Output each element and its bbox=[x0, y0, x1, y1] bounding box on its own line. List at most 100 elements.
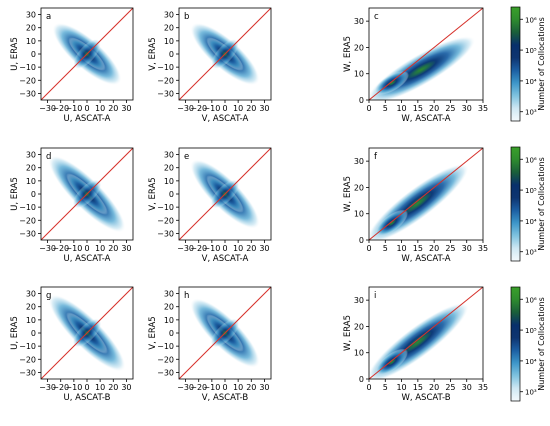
colorbar-label: Number of Collocations bbox=[537, 157, 546, 251]
x-tick-label: −10 bbox=[65, 104, 82, 113]
panel-letter: i bbox=[374, 291, 376, 301]
x-tick-label: 15 bbox=[413, 104, 423, 113]
y-tick-label: 30 bbox=[26, 151, 36, 160]
x-tick-label: 15 bbox=[413, 244, 423, 253]
density-cloud bbox=[179, 287, 271, 379]
identity-line bbox=[369, 287, 483, 379]
x-tick-label: 30 bbox=[462, 383, 472, 392]
axes-frame bbox=[368, 147, 484, 241]
x-tick-label: 0 bbox=[84, 104, 89, 113]
x-axis-label: V, ASCAT-A bbox=[202, 114, 249, 124]
y-tick-label: 10 bbox=[26, 37, 36, 46]
x-tick-label: 10 bbox=[233, 244, 243, 253]
x-tick-label: 10 bbox=[95, 104, 105, 113]
y-tick-label: 20 bbox=[164, 24, 174, 33]
x-tick-label: −20 bbox=[190, 244, 207, 253]
x-axis-label: U, ASCAT-A bbox=[63, 254, 110, 264]
x-tick-label: 30 bbox=[462, 104, 472, 113]
x-tick-label: 25 bbox=[445, 383, 455, 392]
x-tick-label: 20 bbox=[108, 244, 118, 253]
density-cloud bbox=[41, 148, 133, 240]
y-axis-label: W, ERA5 bbox=[343, 176, 353, 212]
y-tick-label: −30 bbox=[19, 89, 36, 98]
y-tick-label: −20 bbox=[19, 76, 36, 85]
x-tick-label: 35 bbox=[478, 104, 488, 113]
y-tick-label: 20 bbox=[354, 183, 364, 192]
y-tick-label: −10 bbox=[19, 63, 36, 72]
x-tick-label: 0 bbox=[84, 244, 89, 253]
y-tick-label: 10 bbox=[354, 210, 364, 219]
x-tick-label: −10 bbox=[65, 244, 82, 253]
x-tick-label: 10 bbox=[396, 383, 406, 392]
y-tick-label: −10 bbox=[19, 203, 36, 212]
x-tick-label: 5 bbox=[383, 104, 388, 113]
x-tick-label: 35 bbox=[478, 244, 488, 253]
x-tick-label: 0 bbox=[84, 383, 89, 392]
y-tick-label: 10 bbox=[164, 316, 174, 325]
y-tick-label: 20 bbox=[354, 43, 364, 52]
density-cloud bbox=[41, 8, 133, 100]
y-tick-label: 30 bbox=[164, 11, 174, 20]
x-tick-label: 30 bbox=[121, 104, 131, 113]
y-tick-label: 0 bbox=[31, 190, 36, 199]
y-axis-label: U, ERA5 bbox=[10, 177, 20, 211]
x-tick-label: 5 bbox=[383, 383, 388, 392]
x-axis-label: W, ASCAT-A bbox=[401, 254, 450, 264]
x-tick-label: −10 bbox=[65, 383, 82, 392]
x-tick-label: 20 bbox=[246, 104, 256, 113]
colorbar-gradient bbox=[510, 146, 521, 262]
x-tick-label: −20 bbox=[52, 383, 69, 392]
x-tick-label: −30 bbox=[177, 244, 194, 253]
density-cloud bbox=[369, 287, 483, 379]
colorbar-tick-label: 10³ bbox=[525, 109, 537, 117]
y-tick-label: −20 bbox=[19, 216, 36, 225]
x-tick-label: 20 bbox=[246, 383, 256, 392]
y-tick-label: −30 bbox=[19, 368, 36, 377]
x-axis-label: U, ASCAT-A bbox=[63, 114, 110, 124]
x-tick-label: −20 bbox=[52, 104, 69, 113]
y-tick-label: 0 bbox=[359, 236, 364, 245]
x-tick-label: 20 bbox=[429, 104, 439, 113]
x-tick-label: 10 bbox=[396, 244, 406, 253]
x-tick-label: 5 bbox=[383, 244, 388, 253]
x-tick-label: −30 bbox=[39, 244, 56, 253]
axes-frame bbox=[368, 286, 484, 380]
y-tick-label: 30 bbox=[354, 157, 364, 166]
colorbar-tick-label: 10⁵ bbox=[525, 187, 537, 195]
y-tick-label: 10 bbox=[26, 177, 36, 186]
y-tick-label: 30 bbox=[26, 11, 36, 20]
colorbar-tick-label: 10⁴ bbox=[525, 78, 537, 86]
panel-letter: b bbox=[184, 12, 189, 22]
y-tick-label: 30 bbox=[164, 151, 174, 160]
y-tick-label: 20 bbox=[26, 303, 36, 312]
x-tick-label: 10 bbox=[95, 383, 105, 392]
y-tick-label: −20 bbox=[19, 355, 36, 364]
y-axis-label: U, ERA5 bbox=[10, 37, 20, 71]
y-tick-label: 0 bbox=[31, 329, 36, 338]
colorbar-tick-label: 10⁶ bbox=[525, 16, 537, 24]
colorbar-tick-label: 10⁴ bbox=[525, 218, 537, 226]
identity-line bbox=[41, 287, 133, 379]
identity-line bbox=[41, 148, 133, 240]
density-cloud bbox=[369, 8, 483, 100]
x-axis-label: V, ASCAT-B bbox=[202, 393, 249, 403]
y-tick-label: 20 bbox=[26, 164, 36, 173]
y-tick-label: −30 bbox=[157, 89, 174, 98]
x-tick-label: 20 bbox=[108, 383, 118, 392]
y-tick-label: −10 bbox=[19, 342, 36, 351]
x-tick-label: 10 bbox=[95, 244, 105, 253]
y-tick-label: 20 bbox=[354, 322, 364, 331]
panel-i: 0 5 10 15 20 25 30 35 0 10 20 30 i W, ASCAT-B W, ERA5 bbox=[343, 286, 488, 403]
y-tick-label: 30 bbox=[354, 17, 364, 26]
y-tick-label: 10 bbox=[354, 70, 364, 79]
y-tick-label: 30 bbox=[26, 290, 36, 299]
x-axis-label: W, ASCAT-B bbox=[401, 393, 450, 403]
x-tick-label: −30 bbox=[177, 383, 194, 392]
density-cloud bbox=[41, 287, 133, 379]
x-tick-label: 20 bbox=[108, 104, 118, 113]
